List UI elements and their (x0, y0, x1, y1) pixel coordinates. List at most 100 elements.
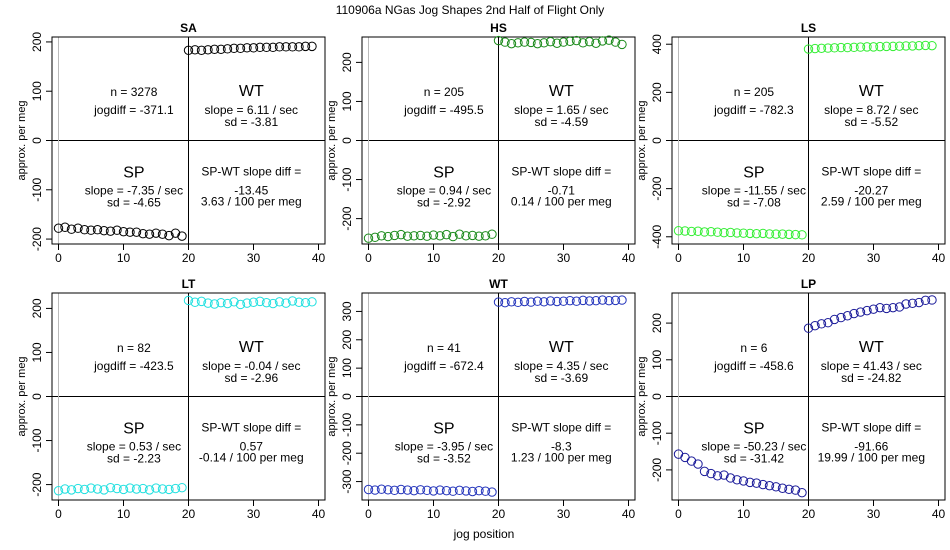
annotation-diff-label: SP-WT slope diff = (821, 165, 921, 179)
data-point (487, 487, 497, 497)
y-tick-label: -200 (650, 458, 664, 482)
annotation-sp-slope: slope = 0.94 / sec (397, 184, 491, 198)
data-point (157, 229, 168, 239)
y-tick-label: 0 (340, 137, 354, 144)
data-point (526, 297, 536, 307)
y-tick-label: -200 (340, 441, 354, 465)
data-point (487, 229, 497, 239)
data-point (287, 296, 298, 306)
annotation-wt-slope: slope = 1.65 / sec (514, 103, 608, 117)
annotation-n: n = 205 (424, 85, 465, 99)
data-point (370, 485, 380, 495)
annotation-n: n = 82 (117, 341, 151, 355)
y-axis-label: approx. per meg (16, 100, 28, 180)
data-point (105, 482, 116, 493)
annotation-wt-slope: slope = 8.72 / sec (824, 103, 918, 117)
data-point (170, 483, 181, 494)
y-tick-label: 300 (340, 301, 354, 321)
data-point (118, 484, 129, 495)
data-point (719, 470, 729, 480)
data-point (849, 42, 859, 53)
panel-lt: LT 0 10 20 30 40 -200 -100 0 100 200 approx. per me… (16, 277, 326, 521)
data-point (584, 296, 595, 306)
data-point (235, 43, 246, 54)
data-point (907, 298, 918, 308)
data-point (183, 45, 194, 56)
annotation-sp-sd: sd = -31.42 (724, 452, 785, 466)
y-tick-label: 200 (30, 298, 44, 318)
annotation-diff-value: -0.71 (548, 184, 576, 198)
data-point (693, 459, 703, 469)
data-point (474, 231, 484, 241)
y-tick-label: -200 (30, 472, 44, 496)
y-tick-label: -100 (650, 421, 664, 445)
data-point (261, 42, 272, 53)
data-point (712, 471, 723, 481)
data-point (849, 308, 859, 319)
x-tick-label: 40 (312, 507, 326, 521)
x-tick-label: 30 (557, 251, 571, 265)
data-point (842, 42, 853, 53)
data-point (738, 228, 749, 238)
y-axis-label: approx. per meg (636, 100, 648, 180)
data-point (389, 230, 400, 241)
y-tick-label: -300 (340, 469, 354, 493)
data-point (60, 222, 70, 232)
data-point (493, 297, 504, 307)
data-point (604, 295, 614, 306)
annotation-sp-slope: slope = -11.55 / sec (702, 184, 806, 198)
data-point (131, 227, 142, 237)
data-point (229, 297, 239, 307)
data-point (196, 296, 207, 307)
data-point (758, 479, 768, 490)
x-tick-label: 10 (117, 251, 131, 265)
annotation-wt-sd: sd = -4.59 (534, 115, 588, 129)
annotation-sp-slope: slope = -3.95 / sec (395, 440, 493, 454)
data-point (294, 297, 304, 307)
data-point (281, 298, 291, 308)
data-point (927, 40, 937, 51)
data-point (461, 231, 471, 241)
annotation-diff-label: SP-WT slope diff = (821, 421, 921, 435)
panel-title: LP (801, 277, 816, 291)
y-tick-label: -100 (340, 413, 354, 437)
y-tick-label: 100 (340, 91, 354, 111)
data-point (862, 305, 872, 316)
data-point (751, 228, 762, 239)
x-tick-label: 20 (802, 507, 816, 521)
data-point (790, 485, 801, 495)
data-point (53, 223, 64, 233)
data-point (797, 230, 807, 240)
data-point (255, 296, 265, 307)
data-point (86, 225, 96, 235)
data-point (712, 227, 723, 237)
data-point (571, 35, 582, 46)
data-point (875, 41, 885, 52)
data-point (836, 42, 846, 53)
data-point (907, 41, 918, 51)
data-point (376, 484, 387, 494)
y-tick-label: 0 (30, 137, 44, 144)
x-tick-label: 30 (867, 251, 881, 265)
annotation-wt-slope: slope = 41.43 / sec (821, 359, 922, 373)
data-point (719, 227, 729, 238)
data-point (422, 231, 432, 241)
data-point (151, 483, 161, 493)
annotation-wt: WT (859, 83, 884, 100)
data-point (888, 302, 898, 313)
data-point (396, 484, 406, 495)
data-point (771, 482, 781, 492)
panel-title: LT (182, 277, 196, 291)
data-point (673, 226, 684, 236)
data-point (894, 302, 905, 312)
data-point (92, 484, 103, 494)
data-point (170, 228, 181, 238)
data-point (441, 485, 452, 496)
data-point (732, 228, 742, 238)
panel-title: LS (801, 21, 816, 35)
data-point (66, 485, 77, 495)
y-axis-label: approx. per meg (16, 356, 28, 436)
data-point (914, 40, 924, 51)
x-tick-label: 10 (117, 507, 131, 521)
data-point (383, 485, 393, 495)
